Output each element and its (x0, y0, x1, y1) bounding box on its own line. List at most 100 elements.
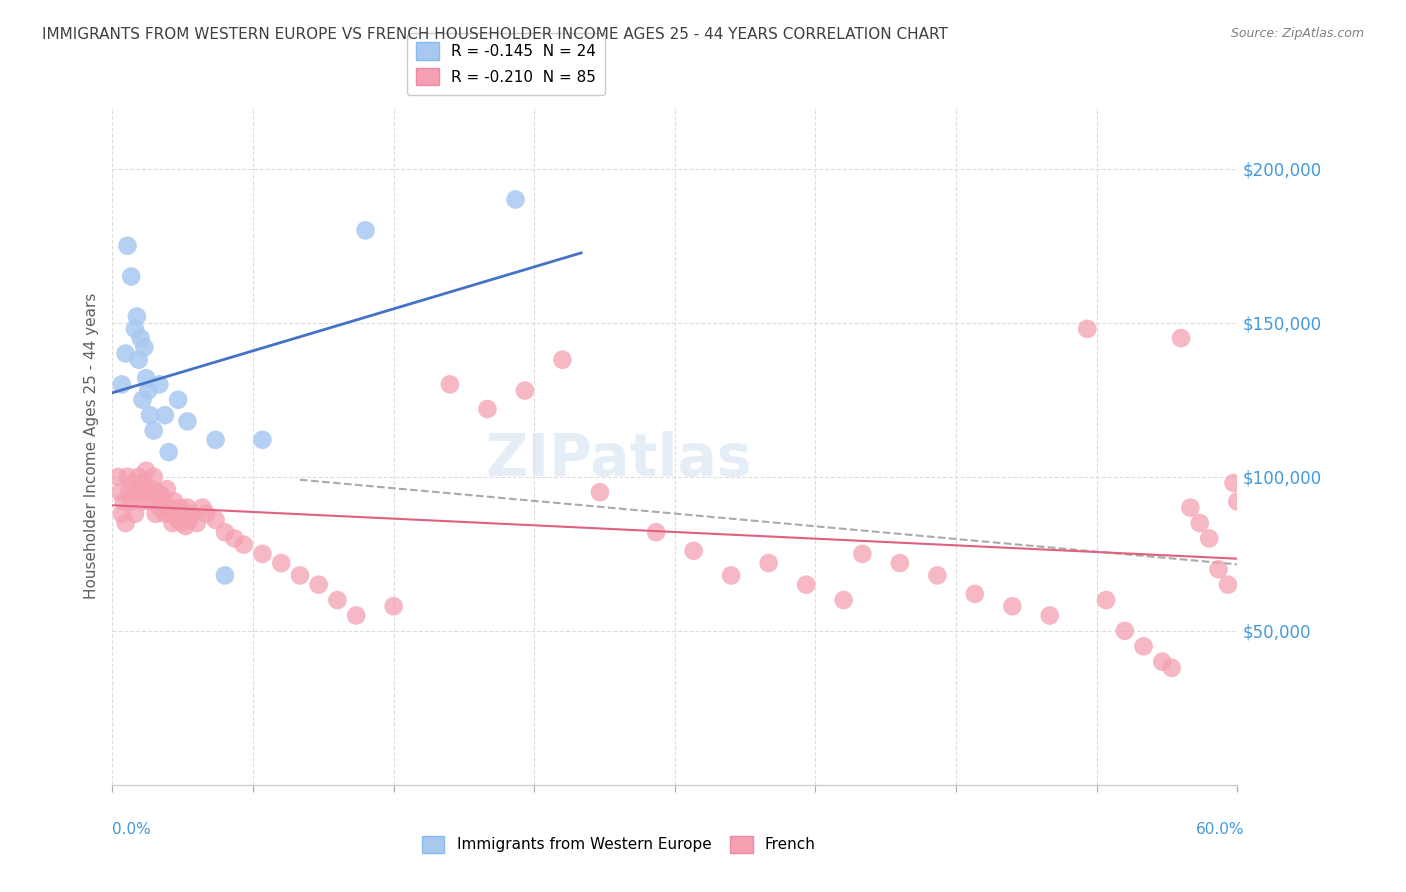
Legend: Immigrants from Western Europe, French: Immigrants from Western Europe, French (415, 830, 823, 859)
Point (214, 568, 236, 582)
Point (1208, 562, 1230, 576)
Point (141, 482, 163, 496)
Point (288, 568, 311, 582)
Point (1114, 624, 1136, 638)
Point (176, 414, 198, 428)
Point (152, 494, 174, 508)
Point (117, 238, 139, 252)
Point (129, 482, 152, 496)
Point (645, 525, 668, 540)
Point (153, 408, 176, 422)
Point (117, 470, 139, 484)
Point (108, 485, 131, 500)
Text: Source: ZipAtlas.com: Source: ZipAtlas.com (1230, 27, 1364, 40)
Point (167, 392, 190, 407)
Point (344, 608, 367, 623)
Point (551, 352, 574, 367)
Point (179, 513, 201, 527)
Point (120, 494, 142, 508)
Point (111, 507, 134, 521)
Point (136, 384, 159, 398)
Point (163, 494, 186, 508)
Point (224, 532, 246, 546)
Point (758, 556, 780, 570)
Point (505, 193, 527, 207)
Point (1180, 500, 1202, 515)
Point (150, 488, 173, 502)
Point (180, 507, 202, 521)
Point (157, 500, 180, 515)
Point (112, 494, 135, 508)
Point (232, 538, 254, 552)
Y-axis label: Householder Income Ages 25 - 44 years: Householder Income Ages 25 - 44 years (83, 293, 98, 599)
Point (252, 547, 274, 561)
Text: ZIPatlas: ZIPatlas (485, 431, 752, 488)
Point (135, 464, 157, 478)
Point (354, 223, 377, 237)
Point (191, 500, 214, 515)
Point (148, 500, 170, 515)
Point (1216, 577, 1239, 591)
Point (129, 331, 152, 345)
Point (134, 475, 156, 490)
Point (131, 392, 153, 407)
Point (124, 507, 146, 521)
Point (124, 322, 146, 336)
Point (174, 519, 197, 533)
Point (513, 384, 536, 398)
Point (963, 587, 986, 601)
Point (326, 593, 349, 607)
Point (1188, 516, 1211, 530)
Point (157, 445, 180, 459)
Point (120, 269, 142, 284)
Point (794, 577, 817, 591)
Point (118, 485, 141, 500)
Point (170, 516, 193, 530)
Point (153, 507, 176, 521)
Point (832, 593, 855, 607)
Point (131, 494, 153, 508)
Point (159, 507, 181, 521)
Point (167, 513, 190, 527)
Point (252, 433, 274, 447)
Point (122, 475, 145, 490)
Point (128, 352, 150, 367)
Point (173, 507, 195, 521)
Point (165, 507, 187, 521)
Point (477, 402, 499, 417)
Point (186, 516, 208, 530)
Point (1226, 494, 1249, 508)
Point (146, 485, 169, 500)
Point (204, 513, 226, 527)
Point (139, 408, 162, 422)
Point (1170, 331, 1192, 345)
Point (142, 470, 165, 484)
Point (1160, 661, 1182, 675)
Point (589, 485, 612, 500)
Point (156, 482, 179, 496)
Point (1198, 532, 1220, 546)
Point (382, 599, 405, 614)
Point (1152, 655, 1174, 669)
Point (145, 507, 167, 521)
Point (142, 424, 165, 438)
Point (214, 525, 236, 540)
Point (204, 433, 226, 447)
Point (136, 485, 159, 500)
Text: IMMIGRANTS FROM WESTERN EUROPE VS FRENCH HOUSEHOLDER INCOME AGES 25 - 44 YEARS C: IMMIGRANTS FROM WESTERN EUROPE VS FRENCH… (42, 27, 948, 42)
Point (125, 485, 148, 500)
Point (139, 494, 162, 508)
Point (125, 310, 148, 324)
Point (114, 516, 136, 530)
Point (135, 371, 157, 385)
Point (128, 470, 150, 484)
Point (1039, 608, 1062, 623)
Point (134, 340, 156, 354)
Point (114, 346, 136, 360)
Point (107, 470, 129, 484)
Point (682, 543, 704, 558)
Point (927, 568, 949, 582)
Point (1076, 322, 1098, 336)
Point (1001, 599, 1024, 614)
Point (195, 507, 218, 521)
